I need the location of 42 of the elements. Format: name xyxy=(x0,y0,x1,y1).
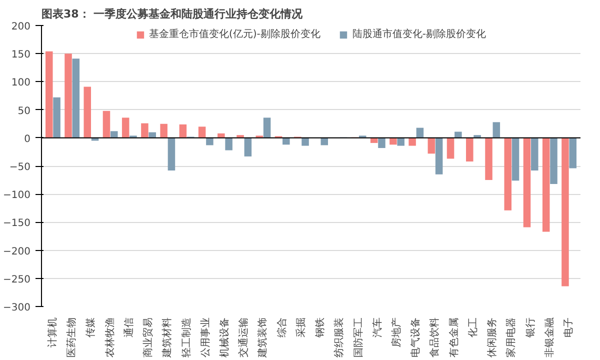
x-tick-label: 交通运输 xyxy=(238,318,250,358)
x-tick-label: 汽车 xyxy=(371,318,384,338)
y-tick-label: −50 xyxy=(9,162,31,173)
y-tick-label: 100 xyxy=(11,78,31,89)
x-tick-label: 非银金融 xyxy=(543,318,556,358)
x-tick-label: 银行 xyxy=(525,318,536,338)
y-tick-label: −300 xyxy=(3,302,31,314)
x-tick-label: 房地产 xyxy=(390,318,403,348)
x-tick-label: 化工 xyxy=(466,318,479,338)
y-tick-label: −250 xyxy=(3,274,31,286)
y-tick-label: 150 xyxy=(11,50,31,61)
x-tick-label: 钢铁 xyxy=(314,318,326,338)
x-tick-label: 机械设备 xyxy=(218,318,230,358)
y-tick-label: 50 xyxy=(18,106,31,117)
x-tick-label: 通信 xyxy=(122,318,135,338)
legend-label: 基金重仓市值变化(亿元)-剔除股价变化 xyxy=(148,28,320,41)
y-tick-label: −100 xyxy=(3,190,31,202)
x-tick-label: 休闲服务 xyxy=(486,318,498,358)
x-tick-label: 采掘 xyxy=(294,318,307,338)
x-tick-label: 建筑装饰 xyxy=(256,318,269,358)
x-tick-label: 综合 xyxy=(276,318,288,338)
x-tick-label: 医药生物 xyxy=(66,318,78,358)
y-tick-label: −200 xyxy=(3,246,31,258)
x-tick-label: 纺织服装 xyxy=(333,318,346,358)
x-tick-label: 传媒 xyxy=(86,318,97,338)
x-tick-label: 有色金属 xyxy=(448,318,460,358)
chart-title: 图表38： 一季度公募基金和陆股通行业持仓变化情况 xyxy=(42,8,304,20)
x-tick-label: 轻工制造 xyxy=(180,318,192,358)
x-tick-label: 建筑材料 xyxy=(161,318,174,358)
x-tick-label: 商业贸易 xyxy=(142,318,154,358)
y-tick-label: 200 xyxy=(11,22,31,32)
x-tick-label: 电气设备 xyxy=(410,318,422,358)
x-tick-label: 电子 xyxy=(562,318,575,338)
x-tick-label: 农林牧渔 xyxy=(104,318,116,358)
y-tick-label: −150 xyxy=(3,218,31,230)
x-tick-label: 计算机 xyxy=(46,318,58,348)
x-tick-label: 食品饮料 xyxy=(428,318,441,358)
x-tick-label: 公用事业 xyxy=(199,318,212,358)
x-tick-label: 家用电器 xyxy=(505,318,518,358)
x-tick-label: 国防军工 xyxy=(352,318,364,358)
legend-label: 陆股通市值变化-剔除股价变化 xyxy=(352,28,486,41)
y-tick-label: 0 xyxy=(24,134,31,145)
